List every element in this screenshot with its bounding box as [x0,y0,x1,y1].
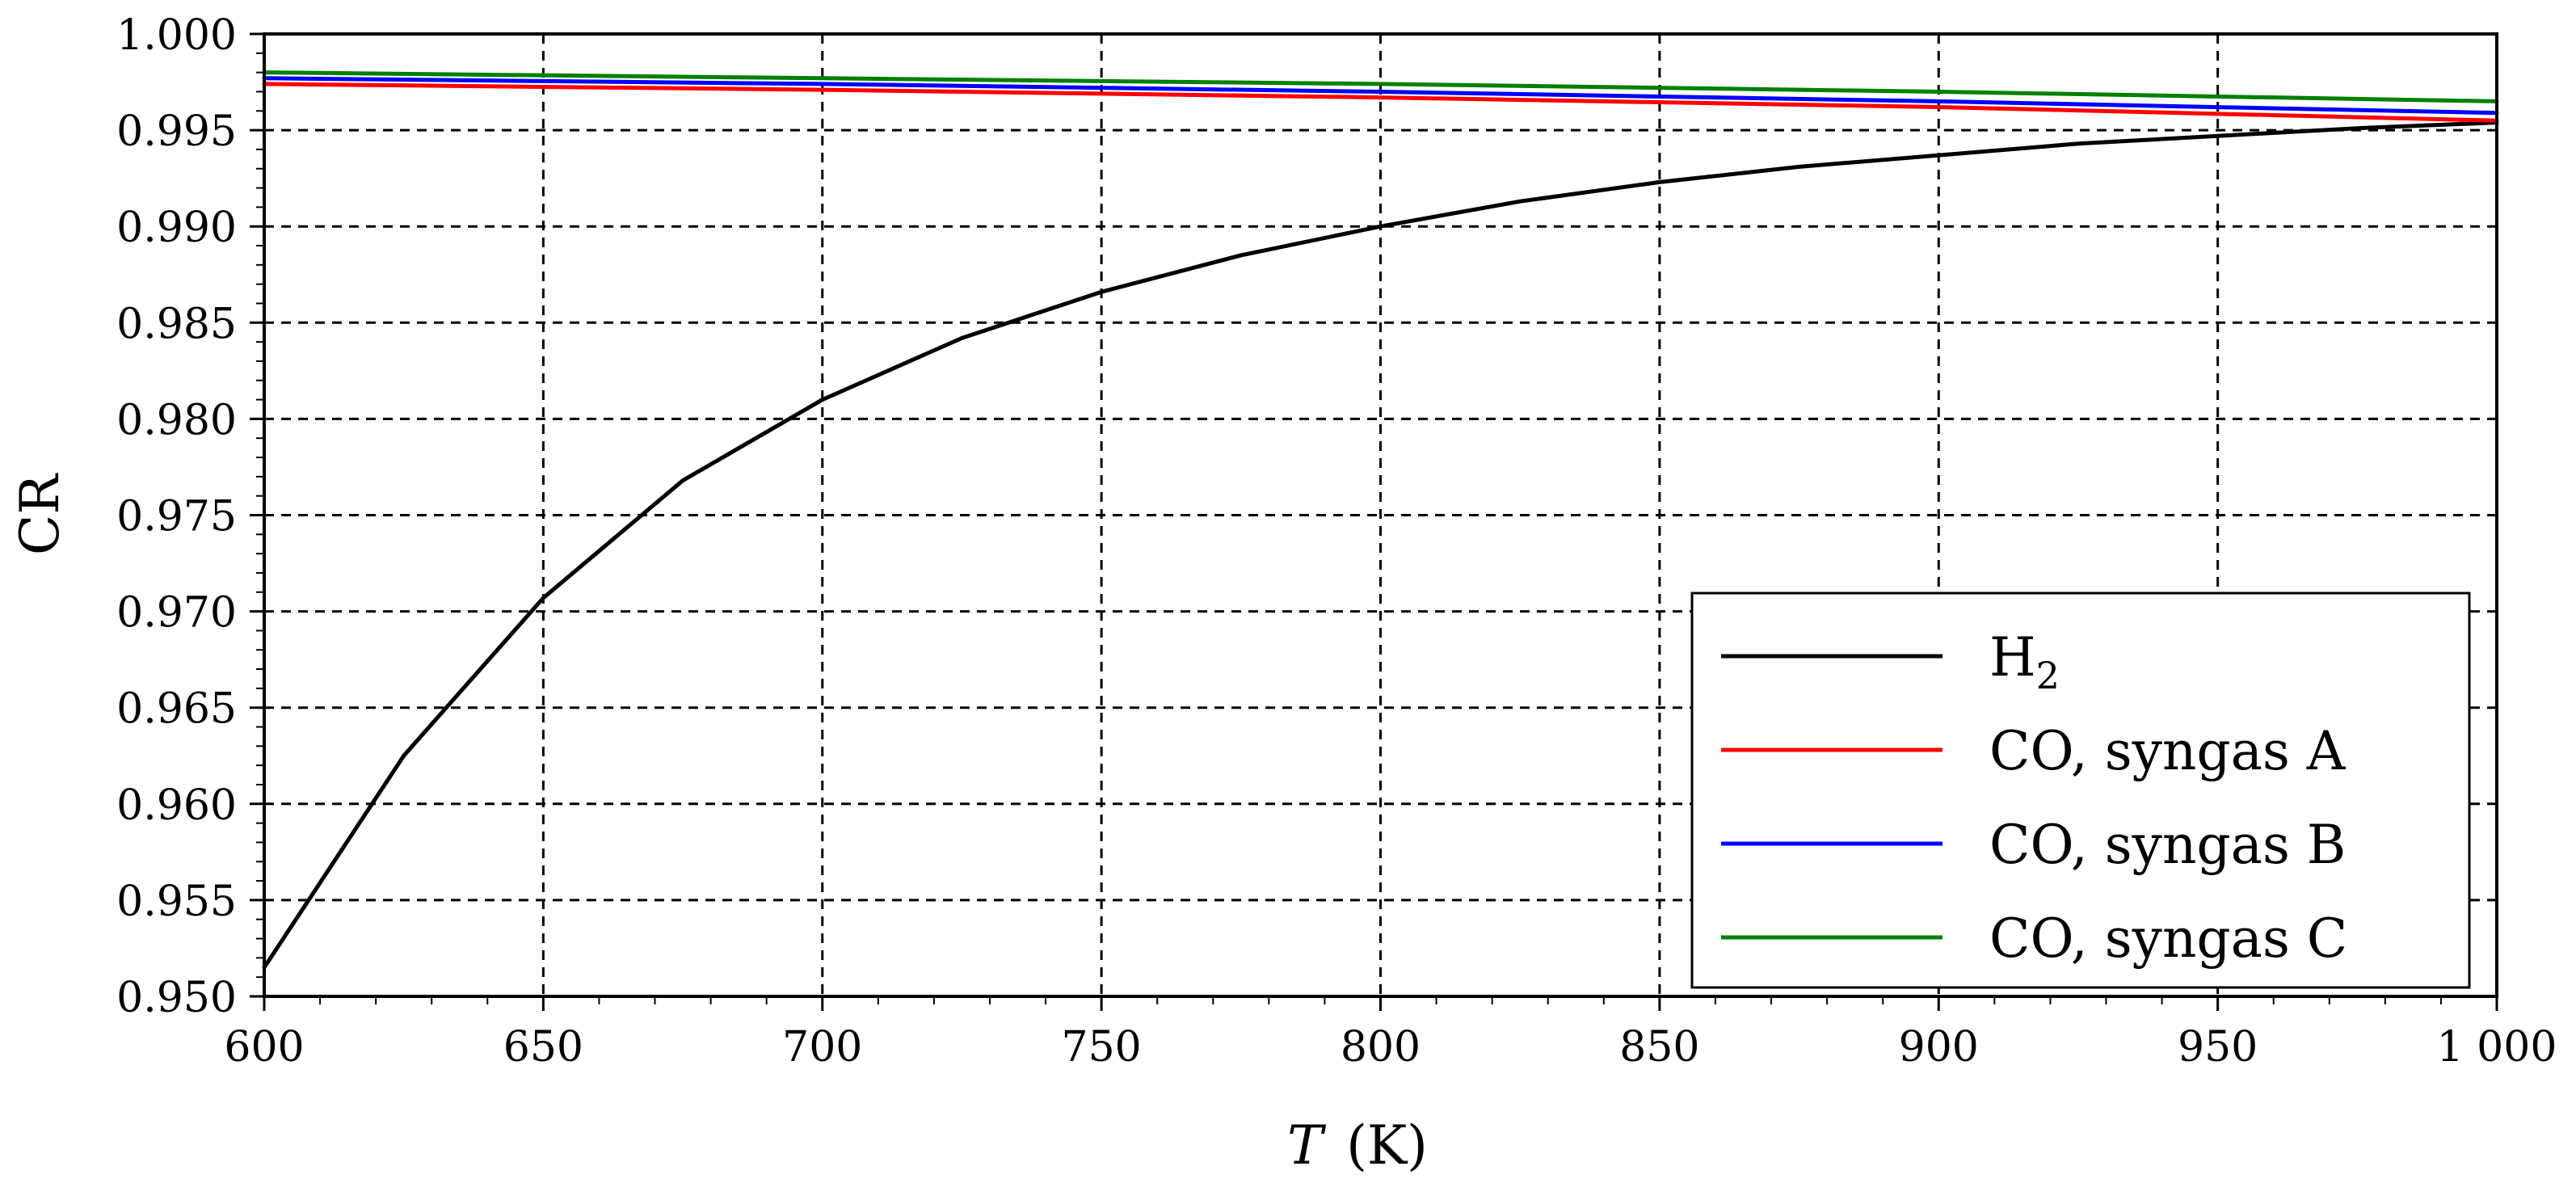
y-tick-label: 0.985 [116,300,237,348]
x-axis-label: T (K) [1287,1114,1428,1177]
x-tick-label: 950 [2178,1023,2258,1072]
y-tick-labels: 0.950 0.955 0.960 0.965 0.970 0.975 0.980 0.985… [116,11,237,1022]
x-tick-label: 700 [782,1023,862,1072]
grid [264,34,2497,996]
y-tick-label: 0.975 [116,493,237,541]
x-tick-label: 650 [503,1023,583,1072]
series-line [262,70,2499,103]
series-line [262,82,2499,123]
x-tick-label: 850 [1619,1023,1699,1072]
legend-label: CO, syngas B [1989,814,2346,876]
series-line [262,76,2499,116]
x-axis-unit: (K) [1346,1114,1428,1177]
y-tick-label: 0.995 [116,107,237,156]
y-tick-label: 0.990 [116,204,237,252]
legend-label: CO, syngas C [1989,907,2347,970]
y-tick-label: 0.955 [116,878,237,926]
y-tick-label: 0.965 [116,685,237,734]
x-tick-labels: 600 650 700 750 800 850 900 950 1 000 [224,1023,2557,1072]
legend: H2 CO, syngas A CO, syngas B CO, syngas C [1690,592,2471,989]
legend-box [1690,592,2471,989]
x-tick-label: 600 [224,1023,304,1072]
legend-label: CO, syngas A [1989,720,2347,782]
x-tick-label: 750 [1061,1023,1141,1072]
y-tick-label: 0.960 [116,781,237,830]
y-tick-label: 0.980 [116,396,237,444]
x-tick-label: 800 [1341,1023,1421,1072]
x-axis-variable: T [1287,1114,1327,1177]
y-axis-label: CR [9,473,71,555]
x-tick-label: 1 000 [2437,1023,2557,1072]
series-lines [262,70,2499,970]
legend-label: H2 [1989,626,2060,697]
axis-ticks [250,32,2498,1011]
y-tick-label: 1.000 [116,11,237,60]
x-tick-label: 900 [1899,1023,1979,1072]
series-line [262,120,2499,970]
y-tick-label: 0.950 [116,974,237,1022]
y-tick-label: 0.970 [116,589,237,638]
